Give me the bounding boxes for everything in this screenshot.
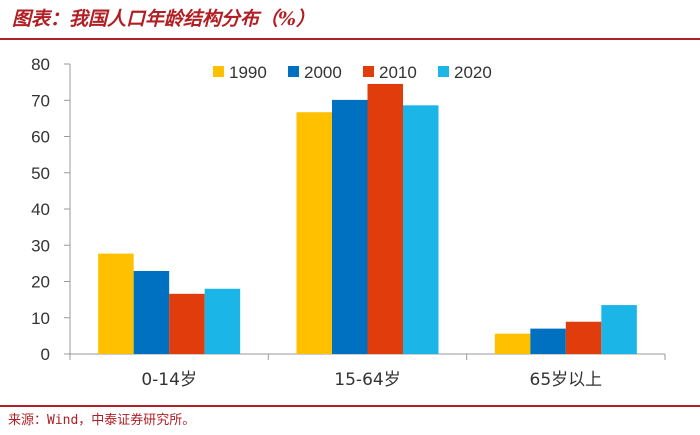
- legend-swatch-2000: [288, 66, 299, 77]
- bar-1990-2: [296, 112, 332, 355]
- chart-title: 图表：我国人口年龄结构分布（%）: [12, 8, 316, 30]
- bar-2000-1: [133, 270, 170, 354]
- footer-divider: [0, 405, 700, 407]
- bar-1990-1: [98, 253, 134, 354]
- y-tick-label: 30: [31, 236, 50, 255]
- legend-label-1990: 1990: [229, 63, 267, 82]
- x-category-label: 15-64岁: [334, 370, 400, 390]
- bar-2020-2: [403, 105, 439, 354]
- legend-swatch-2020: [438, 66, 449, 77]
- legend-label-2010: 2010: [379, 63, 417, 82]
- y-tick-label: 70: [31, 91, 50, 110]
- y-tick-label: 0: [41, 345, 50, 364]
- bar-1990-3: [494, 333, 531, 354]
- bar-chart: 0 10 20 30 40 50 60 70 80 0-14岁 15-64岁 65岁以上 1990 200…: [31, 55, 666, 390]
- bar-2010-3: [565, 321, 602, 354]
- y-tick-label: 20: [31, 273, 50, 292]
- y-tick-label: 40: [31, 200, 50, 219]
- bar-2010-1: [169, 293, 205, 354]
- bar-2000-2: [332, 99, 368, 354]
- bar-2010-2: [367, 83, 403, 354]
- bar-2020-3: [601, 305, 637, 354]
- title-divider: [0, 38, 700, 40]
- y-tick-label: 80: [31, 55, 50, 74]
- legend-label-2020: 2020: [454, 63, 492, 82]
- y-tick-label: 50: [31, 164, 50, 183]
- bar-2000-3: [530, 328, 566, 354]
- bar-2020-1: [204, 288, 241, 354]
- y-tick-label: 60: [31, 128, 50, 147]
- legend-swatch-1990: [213, 66, 224, 77]
- source-note: 来源：Wind，中泰证券研究所。: [8, 413, 196, 428]
- x-category-label: 65岁以上: [530, 370, 603, 390]
- x-category-label: 0-14岁: [141, 370, 197, 390]
- legend-swatch-2010: [363, 66, 374, 77]
- legend-label-2000: 2000: [304, 63, 342, 82]
- y-tick-label: 10: [31, 309, 50, 328]
